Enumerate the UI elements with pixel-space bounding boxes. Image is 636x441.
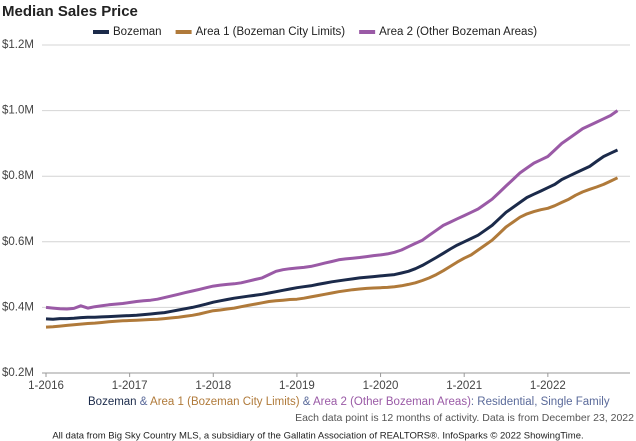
y-tick-label: $0.4M (2, 301, 34, 313)
caption-part: Area 2 (Other Bozeman Areas) (313, 396, 471, 408)
note: Each data point is 12 months of activity… (295, 412, 634, 424)
legend-label: Area 1 (Bozeman City Limits) (196, 26, 346, 38)
x-tick-label: 1-2016 (28, 380, 64, 392)
y-tick-label: $0.8M (2, 170, 34, 182)
y-tick-label: $1.2M (2, 39, 34, 51)
x-tick-label: 1-2021 (446, 380, 482, 392)
x-tick-label: 1-2018 (195, 380, 231, 392)
source: All data from Big Sky Country MLS, a sub… (52, 431, 583, 441)
legend: Bozeman Area 1 (Bozeman City Limits) Area … (93, 26, 537, 38)
x-tick-label: 1-2020 (363, 380, 399, 392)
x-tick-label: 1-2022 (530, 380, 566, 392)
caption-part: & (140, 396, 148, 408)
caption: Bozeman & Area 1 (Bozeman City Limits) &… (88, 396, 610, 408)
caption-part: Bozeman (88, 396, 137, 408)
line-series (45, 109, 619, 311)
legend-label: Bozeman (113, 26, 162, 38)
y-tick-label: $1.0M (2, 105, 34, 117)
caption-part: & (303, 396, 311, 408)
line-series (45, 176, 619, 329)
caption-part: : Residential, Single Family (471, 396, 610, 408)
line-series (45, 148, 619, 321)
chart-title: Median Sales Price (2, 3, 138, 20)
y-tick-label: $0.2M (2, 367, 34, 379)
legend-label: Area 2 (Other Bozeman Areas) (379, 26, 537, 38)
y-tick-label: $0.6M (2, 236, 34, 248)
x-tick-label: 1-2017 (112, 380, 148, 392)
x-tick-label: 1-2019 (279, 380, 315, 392)
caption-part: Area 1 (Bozeman City Limits) (150, 396, 300, 408)
